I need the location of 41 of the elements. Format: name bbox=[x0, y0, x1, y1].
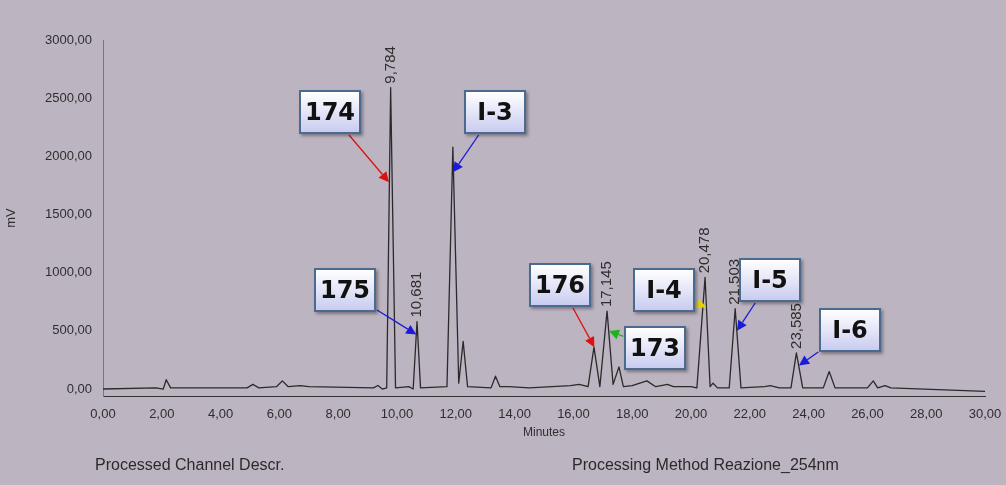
y-tick-label: 3000,00 bbox=[45, 31, 92, 47]
x-tick-label: 4,00 bbox=[207, 406, 234, 422]
y-axis-title: mV bbox=[3, 207, 19, 228]
annotation: I-6 bbox=[819, 308, 881, 352]
annotation: I-4 bbox=[633, 268, 695, 312]
annotation: 17,145 bbox=[597, 261, 615, 308]
x-tick-label: 2,00 bbox=[149, 406, 175, 422]
annotation: I-5 bbox=[752, 266, 788, 294]
y-tick-label: 1500,00 bbox=[45, 206, 92, 222]
text: Processing Method Reazione_254nm bbox=[572, 456, 839, 474]
annotation: I-3 bbox=[464, 90, 526, 134]
annotation: 175 bbox=[314, 268, 376, 312]
annotation: 176 bbox=[529, 263, 591, 307]
annotation: 23,585 bbox=[786, 303, 804, 349]
x-tick-label: 28,00 bbox=[909, 406, 943, 422]
x-tick-label: 14,00 bbox=[498, 406, 531, 422]
x-tick-label: 24,00 bbox=[792, 406, 825, 422]
x-tick-label: 20,00 bbox=[674, 406, 708, 422]
x-tick-label: 10,00 bbox=[380, 406, 414, 422]
x-tick-label: 30,00 bbox=[968, 406, 1002, 422]
x-tick-label: 26,00 bbox=[851, 406, 884, 422]
x-tick-label: 18,00 bbox=[615, 406, 649, 422]
text: Processed Channel Descr. bbox=[95, 456, 285, 474]
x-axis-title: Minutes bbox=[522, 425, 566, 440]
annotation: 173 bbox=[624, 326, 686, 370]
y-tick-label: 1000,00 bbox=[45, 264, 92, 280]
x-tick-label: 8,00 bbox=[325, 406, 351, 422]
annotation: 20,478 bbox=[695, 227, 713, 274]
annotation: 174 bbox=[299, 90, 361, 134]
x-tick-label: 16,00 bbox=[557, 406, 590, 422]
annotation: 10,681 bbox=[407, 271, 425, 318]
annotation: 21,503 bbox=[725, 258, 743, 305]
y-tick-label: 2000,00 bbox=[45, 147, 92, 163]
y-tick-label: 500,00 bbox=[52, 322, 92, 338]
annotation: 9,784 bbox=[380, 46, 398, 84]
x-tick-label: 22,00 bbox=[733, 406, 767, 422]
y-tick-label: 0,00 bbox=[66, 380, 92, 396]
x-tick-label: 6,00 bbox=[266, 406, 293, 422]
x-tick-label: 0,00 bbox=[90, 406, 116, 422]
y-tick-label: 2500,00 bbox=[45, 89, 92, 105]
x-tick-label: 12,00 bbox=[439, 406, 473, 422]
